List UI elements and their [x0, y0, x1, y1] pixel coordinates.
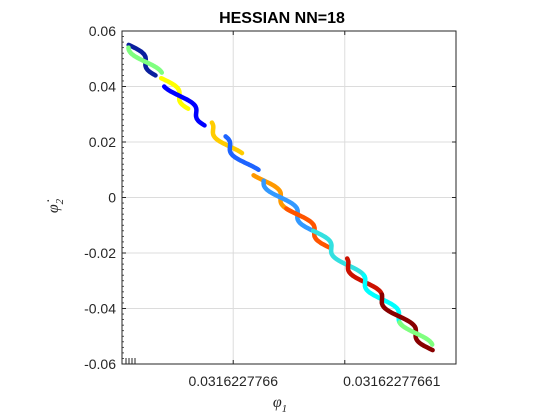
x-axis-label-main: φ [273, 394, 282, 411]
series-segment [284, 206, 332, 250]
y-tick-label: -0.02 [84, 245, 116, 261]
y-axis-label-sub: 2 [54, 198, 66, 204]
x-axis-label: φ1 [273, 394, 287, 415]
series-segment [344, 256, 385, 297]
y-tick-label: 0 [108, 190, 116, 206]
series-segment [379, 292, 435, 353]
y-tick-label: 0.06 [89, 23, 116, 39]
y-tick-label: -0.04 [84, 301, 116, 317]
series-segment [223, 134, 261, 173]
series-segment [209, 120, 245, 156]
y-tick-labels: 0.06 0.04 0.02 0 -0.02 -0.04 -0.06 [84, 23, 116, 372]
series-segment [161, 84, 207, 128]
series-segment [126, 45, 165, 75]
ticks [122, 30, 456, 365]
y-axis-label: φ̇2 [45, 198, 66, 213]
x-axis-label-sub: 1 [282, 403, 288, 415]
x-tick-labels: 0.0316227766 0.03162277661 [188, 373, 440, 389]
x-tick-label: 0.03162277661 [343, 373, 441, 389]
chart-title: HESSIAN NN=18 [219, 10, 345, 27]
x-tick-label: 0.0316227766 [188, 373, 278, 389]
y-tick-label: 0.04 [89, 79, 116, 95]
y-tick-label: 0.02 [89, 134, 116, 150]
series-segment [397, 320, 435, 347]
series-layer [126, 42, 435, 353]
series-segment [261, 178, 316, 234]
y-tick-label: -0.06 [84, 356, 116, 372]
series-segment [310, 228, 368, 284]
